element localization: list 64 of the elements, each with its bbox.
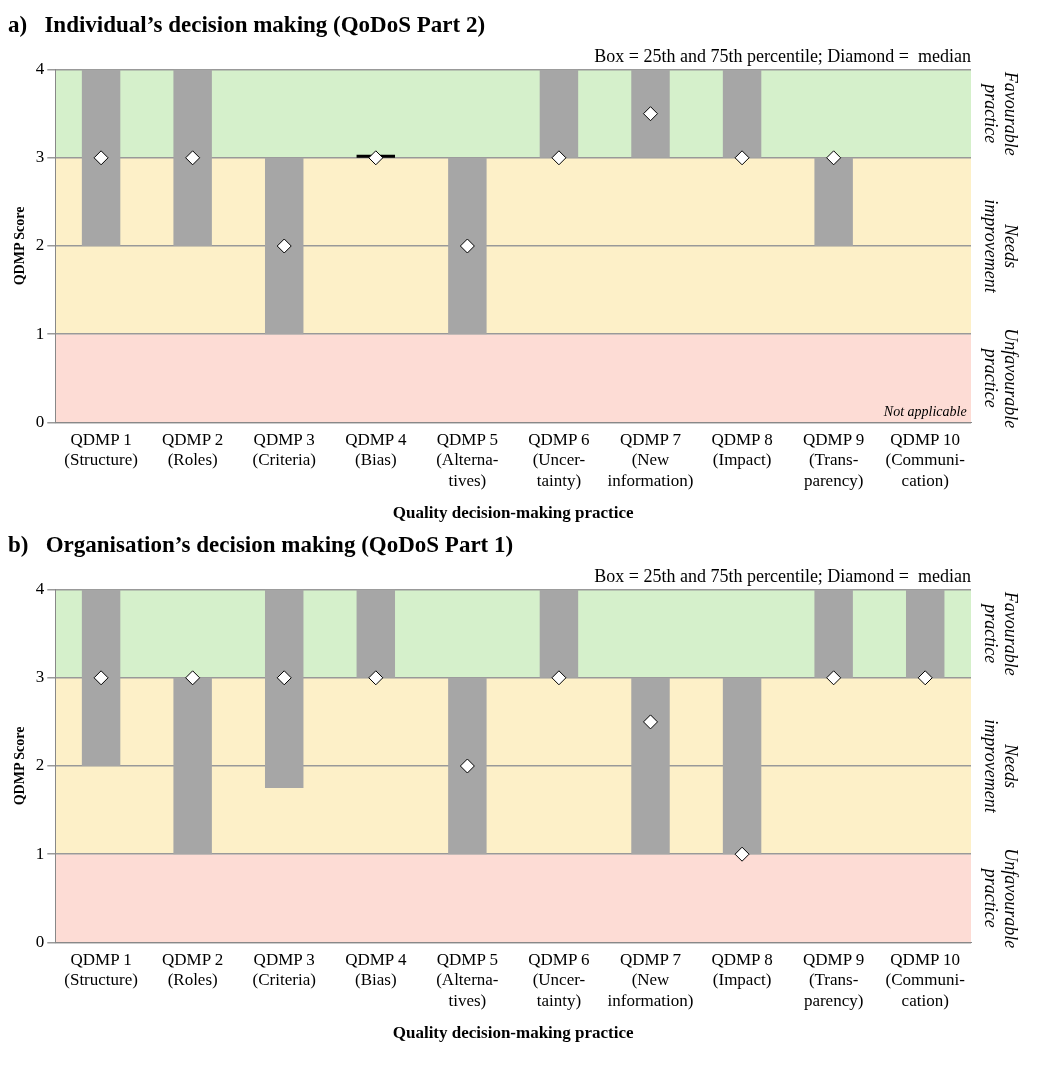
x-tick-label: QDMP 3 (Criteria) [252,950,316,990]
x-tick-label: QDMP 8 (Impact) [711,430,773,470]
y-tick-label: 3 [35,667,45,687]
band-label: Favourable practice [981,70,1021,156]
x-tick-label: QDMP 4 (Bias) [345,430,407,470]
point [917,670,933,686]
band-label: Unfavourable practice [981,848,1021,949]
x-tick-label: QDMP 9 (Trans- parency) [803,430,865,490]
x-tick-label: QDMP 5 (Alterna- tives) [436,430,499,490]
point [551,670,567,686]
band-label: Needs improvement [981,199,1021,294]
x-tick-label: QDMP 4 (Bias) [345,950,407,990]
y-tick-label: 3 [35,147,45,167]
y-tick-label: 1 [35,323,45,343]
band-label: Favourable practice [981,590,1021,676]
band-label: Unfavourable practice [981,328,1021,429]
x-tick-label: QDMP 7 (New information) [607,950,694,1010]
x-tick-label: QDMP 1 (Structure) [64,950,138,990]
point [276,670,292,686]
x-axis-title: Quality decision-making practice [392,503,635,523]
x-tick-label: QDMP 5 (Alterna- tives) [436,950,499,1010]
y-tick-label: 2 [35,235,45,255]
x-tick-label: QDMP 2 (Roles) [162,950,224,990]
x-tick-label: QDMP 7 (New information) [607,430,694,490]
point [551,150,567,166]
band-label: Needs improvement [981,719,1021,814]
text: Box = 25th and 75th percentile; Diamond = median [594,46,971,67]
y-tick-label: 0 [35,411,45,431]
point [734,150,750,166]
x-tick-label: QDMP 8 (Impact) [711,950,773,990]
point [734,846,750,862]
point [826,150,842,166]
x-tick-label: QDMP 3 (Criteria) [252,430,316,470]
x-tick-label: QDMP 10 (Communi- cation) [885,950,966,1010]
x-tick-label: QDMP 2 (Roles) [162,430,224,470]
point [276,238,292,254]
y-tick-label: 1 [35,843,45,863]
y-axis-title: QDMP Score [12,206,28,286]
text: Box = 25th and 75th percentile; Diamond = median [594,566,971,587]
y-tick-label: 4 [35,579,45,599]
x-tick-label: QDMP 6 (Uncer- tainty) [528,950,590,1010]
chart-title: b) Organisation’s decision making (QoDoS Part 1) [8,531,514,557]
point [643,106,659,122]
y-tick-label: 2 [35,755,45,775]
x-tick-label: QDMP 1 (Structure) [64,430,138,470]
point [459,758,475,774]
point [93,150,109,166]
point [643,714,659,730]
chart-title: a) Individual’s decision making (QoDoS Part 2) [8,11,486,37]
x-tick-label: QDMP 10 (Communi- cation) [885,430,966,490]
y-tick-label: 0 [35,931,45,951]
point [368,670,384,686]
x-tick-label: QDMP 9 (Trans- parency) [803,950,865,1010]
point [185,150,201,166]
y-tick-label: 4 [35,59,45,79]
point [368,150,384,166]
point [459,238,475,254]
x-tick-label: QDMP 6 (Uncer- tainty) [528,430,590,490]
y-axis-title: QDMP Score [12,726,28,806]
point [826,670,842,686]
x-axis-title: Quality decision-making practice [392,1023,635,1043]
annotation: Not applicable [882,404,967,420]
point [185,670,201,686]
point [93,670,109,686]
